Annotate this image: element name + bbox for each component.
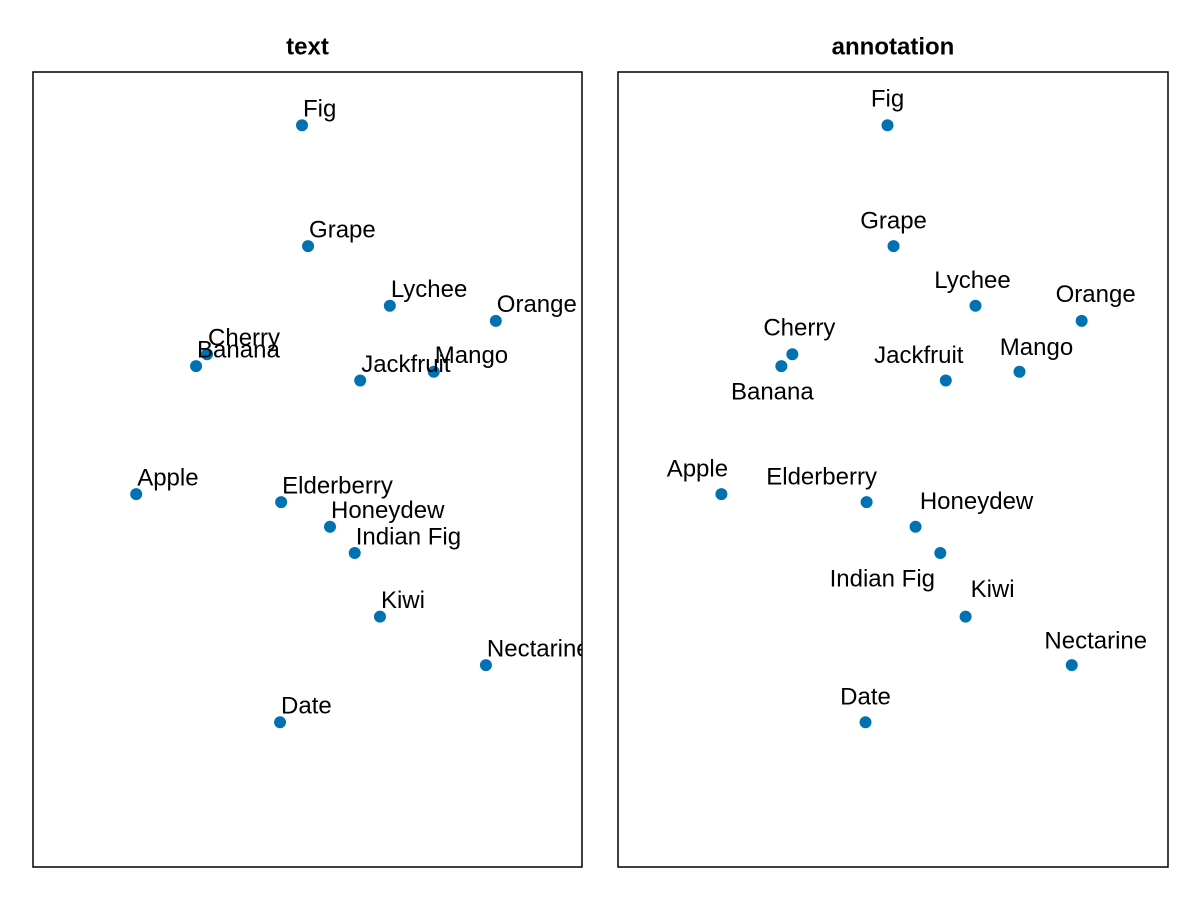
point-label: Fig <box>871 86 904 113</box>
point <box>275 496 288 509</box>
point-label: Jackfruit <box>361 351 451 378</box>
point <box>909 520 922 533</box>
point <box>489 314 502 327</box>
point-label: Cherry <box>763 315 835 342</box>
point-label: Cherry <box>208 325 280 352</box>
point-label: Date <box>840 684 891 711</box>
plot-area: Apple Banana Cherry Date Elderberry Fig Grape H… <box>667 86 1147 729</box>
point-label: Mango <box>435 342 508 369</box>
point-label: Nectarine <box>1044 627 1147 654</box>
point-label: Grape <box>860 207 927 234</box>
point <box>427 365 440 378</box>
point <box>324 520 337 533</box>
point <box>881 119 894 132</box>
point <box>1013 365 1026 378</box>
point <box>190 360 203 373</box>
panel-title: annotation <box>832 33 955 60</box>
point-label: Honeydew <box>331 497 445 524</box>
point <box>348 546 361 559</box>
point <box>302 240 315 253</box>
point-label: Jackfruit <box>874 342 964 369</box>
point-label: Orange <box>497 291 577 318</box>
point-label: Banana <box>731 378 814 405</box>
point-label: Apple <box>137 464 198 491</box>
point-label: Kiwi <box>381 587 425 614</box>
point <box>1065 659 1078 672</box>
point <box>959 610 972 623</box>
point <box>373 610 386 623</box>
panel-frame <box>32 71 583 868</box>
point-label: Indian Fig <box>356 523 461 550</box>
point <box>887 240 900 253</box>
point <box>715 488 728 501</box>
point-label: Lychee <box>391 276 468 303</box>
point <box>201 348 214 361</box>
point <box>274 716 287 729</box>
point <box>860 496 873 509</box>
point <box>934 546 947 559</box>
point <box>383 299 396 312</box>
point-label: Honeydew <box>920 488 1034 515</box>
point <box>354 374 367 387</box>
point <box>786 348 799 361</box>
panel: annotation Apple Banana Cherry Date Elderberr… <box>617 33 1169 868</box>
point <box>775 360 788 373</box>
point-label: Banana <box>197 336 280 363</box>
panel-frame <box>617 71 1169 868</box>
point-label: Nectarine <box>487 635 590 662</box>
point-label: Kiwi <box>971 576 1015 603</box>
point <box>1075 314 1088 327</box>
point-label: Date <box>281 693 332 720</box>
point-label: Fig <box>303 96 336 123</box>
point-label: Grape <box>309 216 376 243</box>
point <box>479 659 492 672</box>
point-label: Apple <box>667 455 728 482</box>
point <box>969 299 982 312</box>
point-label: Lychee <box>934 267 1011 294</box>
panel-title: text <box>286 33 329 60</box>
point-label: Elderberry <box>766 463 877 490</box>
point-label: Indian Fig <box>830 565 935 592</box>
point-label: Mango <box>1000 334 1073 361</box>
point <box>296 119 309 132</box>
point-label: Elderberry <box>282 472 393 499</box>
point <box>859 716 872 729</box>
point <box>130 488 143 501</box>
point <box>939 374 952 387</box>
point-label: Orange <box>1056 281 1136 308</box>
